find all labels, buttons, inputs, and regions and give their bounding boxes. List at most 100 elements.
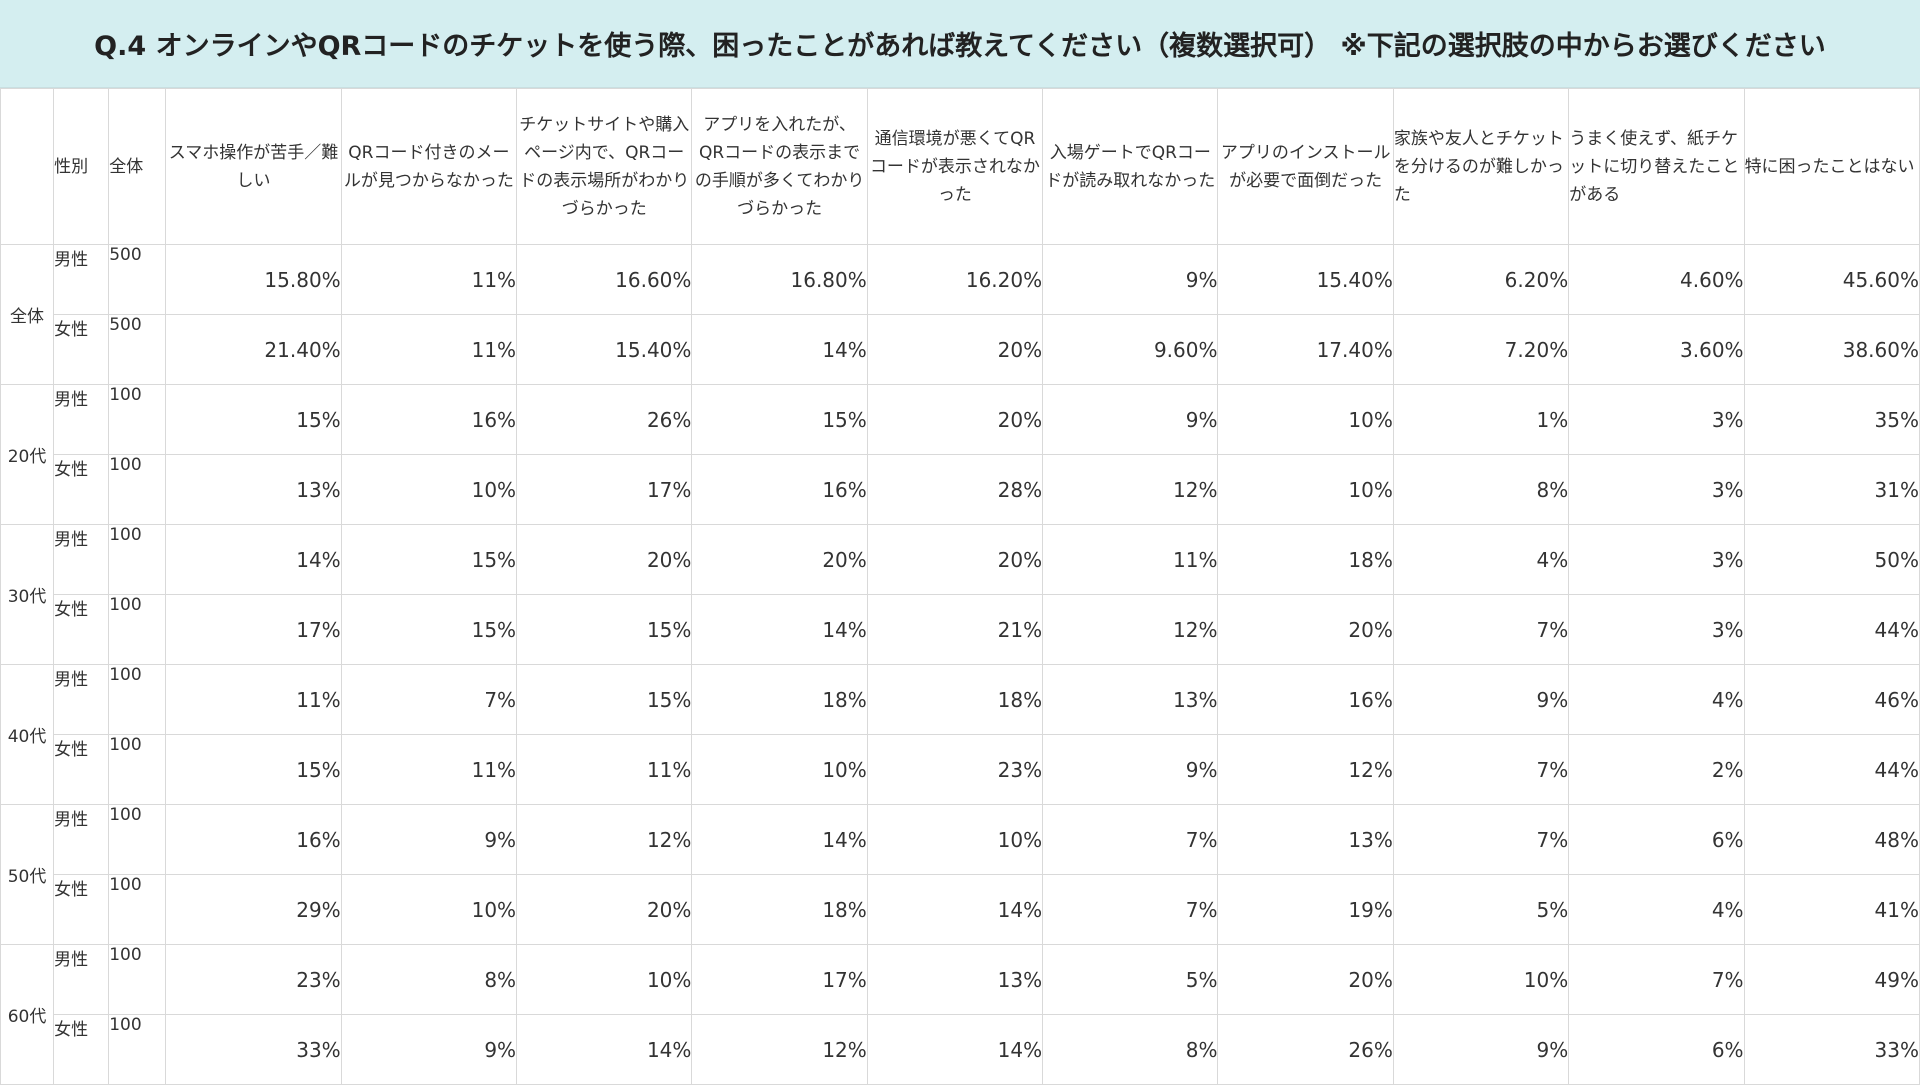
- gender-label: 女性: [53, 874, 110, 945]
- value-cell: 14%: [516, 1014, 693, 1085]
- value-cell: 20%: [691, 524, 868, 595]
- value-cell: 4%: [1568, 664, 1745, 735]
- header-option-8: 家族や友人とチケットを分けるのが難しかった: [1392, 88, 1570, 245]
- value-cell: 12%: [1042, 594, 1219, 665]
- value-cell: 9%: [1392, 1014, 1570, 1085]
- value-cell: 28%: [866, 454, 1044, 525]
- value-cell: 17%: [516, 454, 693, 525]
- value-cell: 5%: [1392, 874, 1570, 945]
- value-cell: 17%: [691, 944, 868, 1015]
- title-bar: Q.4 オンラインやQRコードのチケットを使う際、困ったことがあれば教えてくださ…: [0, 0, 1920, 88]
- value-cell: 3%: [1568, 594, 1745, 665]
- value-cell: 7%: [1392, 594, 1570, 665]
- value-cell: 14%: [165, 524, 342, 595]
- value-cell: 3%: [1568, 524, 1745, 595]
- table-row: 女性 100 33% 9% 14% 12% 14% 8% 26% 9% 6% 33%: [1, 1014, 1920, 1085]
- value-cell: 18%: [866, 664, 1044, 735]
- value-cell: 44%: [1743, 734, 1920, 805]
- value-cell: 3.60%: [1568, 314, 1745, 385]
- value-cell: 16.60%: [516, 244, 693, 315]
- value-cell: 11%: [165, 664, 342, 735]
- gender-label: 男性: [53, 944, 110, 1015]
- table-row: 女性 100 15% 11% 11% 10% 23% 9% 12% 7% 2% 44%: [1, 734, 1920, 805]
- value-cell: 11%: [340, 244, 518, 315]
- value-cell: 23%: [165, 944, 342, 1015]
- value-cell: 19%: [1217, 874, 1394, 945]
- value-cell: 10%: [691, 734, 868, 805]
- value-cell: 7%: [1042, 804, 1219, 875]
- value-cell: 2%: [1568, 734, 1745, 805]
- group-label: 50代: [0, 804, 55, 945]
- header-option-3: チケットサイトや購入ページ内で、QRコードの表示場所がわかりづらかった: [516, 88, 693, 245]
- value-cell: 14%: [866, 874, 1044, 945]
- value-cell: 15%: [516, 594, 693, 665]
- value-cell: 21.40%: [165, 314, 342, 385]
- value-cell: 16.80%: [691, 244, 868, 315]
- header-group: [0, 88, 55, 245]
- value-cell: 16%: [165, 804, 342, 875]
- value-cell: 20%: [866, 524, 1044, 595]
- value-cell: 13%: [1217, 804, 1394, 875]
- gender-label: 男性: [53, 244, 110, 315]
- value-cell: 15%: [340, 594, 518, 665]
- value-cell: 4%: [1392, 524, 1570, 595]
- value-cell: 7%: [1568, 944, 1745, 1015]
- value-cell: 10%: [1217, 384, 1394, 455]
- value-cell: 12%: [691, 1014, 868, 1085]
- value-cell: 35%: [1743, 384, 1920, 455]
- value-cell: 33%: [165, 1014, 342, 1085]
- value-cell: 16%: [691, 454, 868, 525]
- value-cell: 17%: [165, 594, 342, 665]
- value-cell: 20%: [866, 384, 1044, 455]
- table-row: 女性 100 13% 10% 17% 16% 28% 12% 10% 8% 3% 31%: [1, 454, 1920, 525]
- value-cell: 1%: [1392, 384, 1570, 455]
- survey-table: 性別 全体 スマホ操作が苦手／難しい QRコード付きのメールが見つからなかった …: [0, 88, 1920, 1085]
- value-cell: 16%: [340, 384, 518, 455]
- value-cell: 15%: [340, 524, 518, 595]
- sample-size: 100: [108, 944, 167, 1015]
- gender-label: 男性: [53, 664, 110, 735]
- value-cell: 17.40%: [1217, 314, 1394, 385]
- value-cell: 10%: [866, 804, 1044, 875]
- value-cell: 8%: [1392, 454, 1570, 525]
- gender-label: 女性: [53, 734, 110, 805]
- table-row: 女性 100 17% 15% 15% 14% 21% 12% 20% 7% 3% 44%: [1, 594, 1920, 665]
- sample-size: 100: [108, 454, 167, 525]
- value-cell: 9.60%: [1042, 314, 1219, 385]
- value-cell: 13%: [1042, 664, 1219, 735]
- value-cell: 38.60%: [1743, 314, 1920, 385]
- table-row: 女性 100 29% 10% 20% 18% 14% 7% 19% 5% 4% 41%: [1, 874, 1920, 945]
- value-cell: 33%: [1743, 1014, 1920, 1085]
- value-cell: 4%: [1568, 874, 1745, 945]
- value-cell: 23%: [866, 734, 1044, 805]
- sample-size: 100: [108, 874, 167, 945]
- value-cell: 13%: [866, 944, 1044, 1015]
- gender-label: 女性: [53, 454, 110, 525]
- value-cell: 29%: [165, 874, 342, 945]
- value-cell: 16.20%: [866, 244, 1044, 315]
- value-cell: 8%: [1042, 1014, 1219, 1085]
- sample-size: 100: [108, 1014, 167, 1085]
- value-cell: 9%: [1042, 244, 1219, 315]
- value-cell: 9%: [340, 804, 518, 875]
- gender-label: 女性: [53, 1014, 110, 1085]
- value-cell: 46%: [1743, 664, 1920, 735]
- value-cell: 10%: [340, 874, 518, 945]
- value-cell: 9%: [340, 1014, 518, 1085]
- group-label: 20代: [0, 384, 55, 525]
- gender-label: 男性: [53, 384, 110, 455]
- value-cell: 15%: [165, 384, 342, 455]
- value-cell: 41%: [1743, 874, 1920, 945]
- header-total: 全体: [108, 88, 167, 245]
- value-cell: 8%: [340, 944, 518, 1015]
- value-cell: 7%: [1042, 874, 1219, 945]
- value-cell: 11%: [516, 734, 693, 805]
- sample-size: 100: [108, 734, 167, 805]
- value-cell: 12%: [1042, 454, 1219, 525]
- header-option-5: 通信環境が悪くてQRコードが表示されなかった: [866, 88, 1044, 245]
- header-option-10: 特に困ったことはない: [1743, 88, 1920, 245]
- table-row: 40代 男性 100 11% 7% 15% 18% 18% 13% 16% 9% 4% 46%: [0, 664, 1920, 805]
- value-cell: 15%: [691, 384, 868, 455]
- value-cell: 18%: [1217, 524, 1394, 595]
- value-cell: 7%: [1392, 734, 1570, 805]
